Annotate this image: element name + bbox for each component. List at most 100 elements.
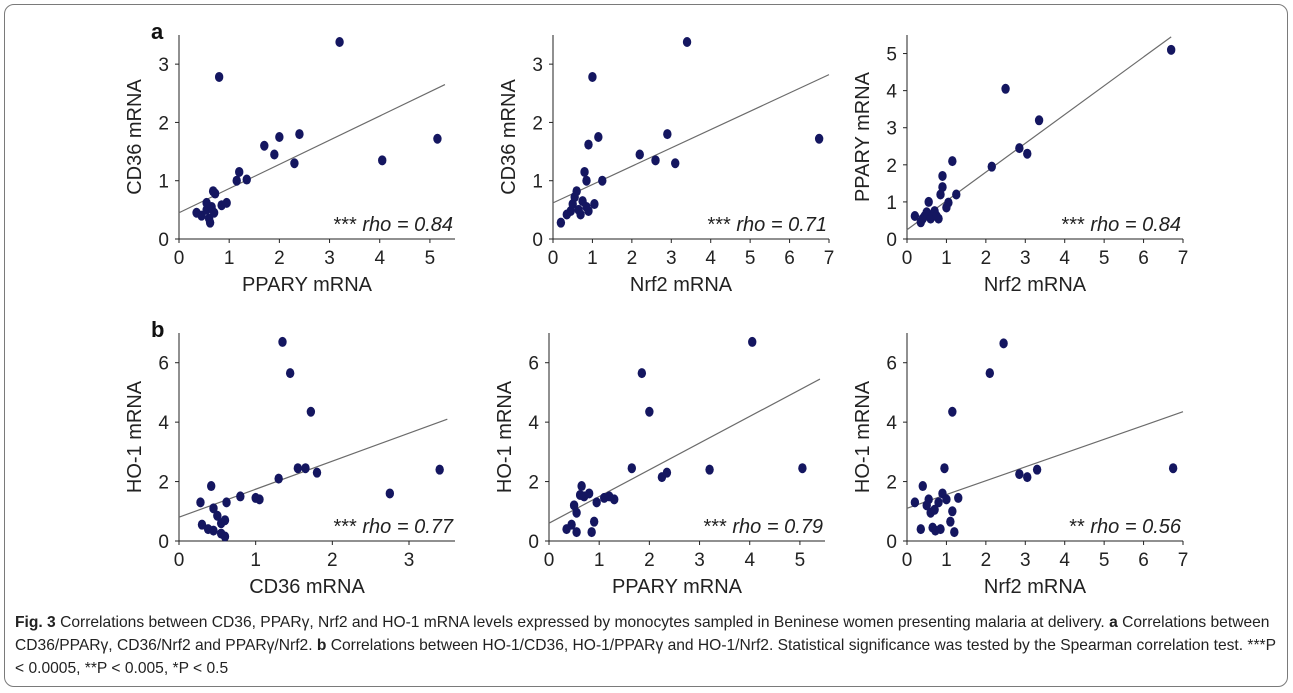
data-point [627, 463, 636, 474]
x-tick-label: 5 [795, 550, 806, 571]
data-point [999, 338, 1008, 349]
y-tick-label: 0 [886, 532, 897, 553]
data-point [1015, 469, 1024, 480]
caption-fig-label: Fig. 3 [15, 614, 56, 631]
caption-text-3: Correlations between HO-1/CD36, HO-1/PPA… [15, 637, 1276, 677]
x-tick-label: 2 [274, 248, 285, 269]
significance-stars: *** [333, 516, 362, 538]
data-point [580, 166, 589, 177]
data-point [588, 71, 597, 82]
y-tick-label: 6 [528, 354, 539, 375]
data-point [242, 174, 251, 185]
data-point [196, 497, 205, 508]
x-tick-label: 2 [981, 550, 992, 571]
y-axis-label: HO-1 mRNA [494, 380, 516, 493]
data-point [577, 481, 586, 492]
y-tick-label: 0 [886, 230, 897, 251]
data-point [798, 463, 807, 474]
data-point [910, 211, 920, 222]
data-point [592, 497, 601, 508]
data-point [213, 510, 222, 521]
data-point [598, 175, 607, 186]
data-point [645, 406, 654, 417]
regression-line [552, 74, 830, 204]
data-point [210, 188, 220, 199]
y-tick-label: 3 [886, 119, 897, 140]
y-tick-label: 2 [886, 156, 897, 177]
data-point [295, 129, 304, 140]
rho-value: rho = 0.77 [362, 516, 454, 538]
data-point [748, 336, 757, 347]
rho-annotation: ** rho = 0.56 [1069, 516, 1182, 538]
regression-line [178, 418, 448, 518]
data-point [235, 166, 244, 177]
data-point [197, 519, 207, 530]
data-point [930, 504, 939, 515]
x-tick-label: 2 [327, 550, 338, 571]
data-point [385, 488, 395, 499]
data-point [942, 494, 951, 505]
figure-frame: 0 1 2 3 4 5 0 1 2 3 PPARY mRNA CD36 mRNA *** rho = 0… [4, 4, 1288, 687]
x-tick-label: 5 [425, 248, 436, 269]
data-point [274, 473, 283, 484]
x-tick-label: 5 [1099, 550, 1110, 571]
data-point [435, 464, 444, 475]
chart-4: 0 1 2 3 0 2 4 6 CD36 mRNA HO-1 mRNA *** rho = 0.77 [124, 333, 455, 598]
x-tick-label: 1 [250, 550, 261, 571]
data-point [944, 197, 953, 208]
data-point [584, 139, 593, 150]
data-point [1001, 83, 1010, 94]
data-point [232, 175, 241, 186]
significance-stars: *** [333, 214, 362, 236]
caption-text-2: Correlations between CD36/PPARγ, CD36/Nr… [15, 614, 1270, 654]
panel-label-a: a [151, 19, 164, 44]
data-point [584, 488, 594, 499]
data-point [948, 406, 957, 417]
chart-3: 0 1 2 3 4 5 6 7 0 1 2 3 4 5 Nrf2 mRNA PPARY mRNA *** rho… [852, 35, 1188, 296]
x-tick-label: 0 [174, 248, 185, 269]
x-tick-label: 7 [1178, 248, 1189, 269]
y-tick-label: 2 [532, 113, 543, 134]
data-point [594, 132, 603, 142]
x-axis-label: Nrf2 mRNA [630, 274, 733, 296]
data-point [576, 209, 585, 220]
data-point [209, 525, 218, 536]
y-axis-label: CD36 mRNA [498, 79, 520, 195]
significance-stars: *** [707, 214, 736, 236]
x-axis-label: Nrf2 mRNA [984, 576, 1087, 598]
y-tick-label: 4 [528, 413, 539, 434]
data-point [222, 197, 231, 208]
data-point [306, 406, 316, 417]
regression-line [548, 378, 821, 524]
data-point [214, 71, 224, 82]
data-point [950, 527, 959, 538]
data-point [924, 494, 933, 505]
x-tick-label: 0 [902, 550, 913, 571]
x-tick-label: 3 [694, 550, 705, 571]
data-point [946, 516, 955, 527]
x-tick-label: 3 [1020, 248, 1031, 269]
data-point [916, 524, 925, 535]
x-tick-label: 0 [902, 248, 913, 269]
y-axis-label: CD36 mRNA [124, 79, 146, 195]
regression-line [906, 411, 1184, 509]
regression-line [906, 36, 1172, 231]
x-tick-label: 5 [1099, 248, 1110, 269]
x-tick-label: 3 [404, 550, 415, 571]
data-point [572, 507, 581, 518]
x-tick-label: 1 [594, 550, 605, 571]
significance-stars: *** [1061, 214, 1090, 236]
data-point [285, 368, 295, 379]
y-tick-label: 4 [886, 413, 897, 434]
x-axis-label: PPARY mRNA [242, 274, 373, 296]
y-tick-label: 4 [158, 413, 169, 434]
x-tick-label: 4 [744, 550, 755, 571]
x-tick-label: 6 [784, 248, 795, 269]
data-point [682, 36, 692, 47]
y-tick-label: 0 [528, 532, 539, 553]
y-tick-label: 6 [886, 354, 897, 375]
data-point [378, 155, 387, 166]
data-point [312, 467, 322, 478]
data-point [1023, 472, 1032, 483]
rho-value: rho = 0.84 [362, 214, 453, 236]
